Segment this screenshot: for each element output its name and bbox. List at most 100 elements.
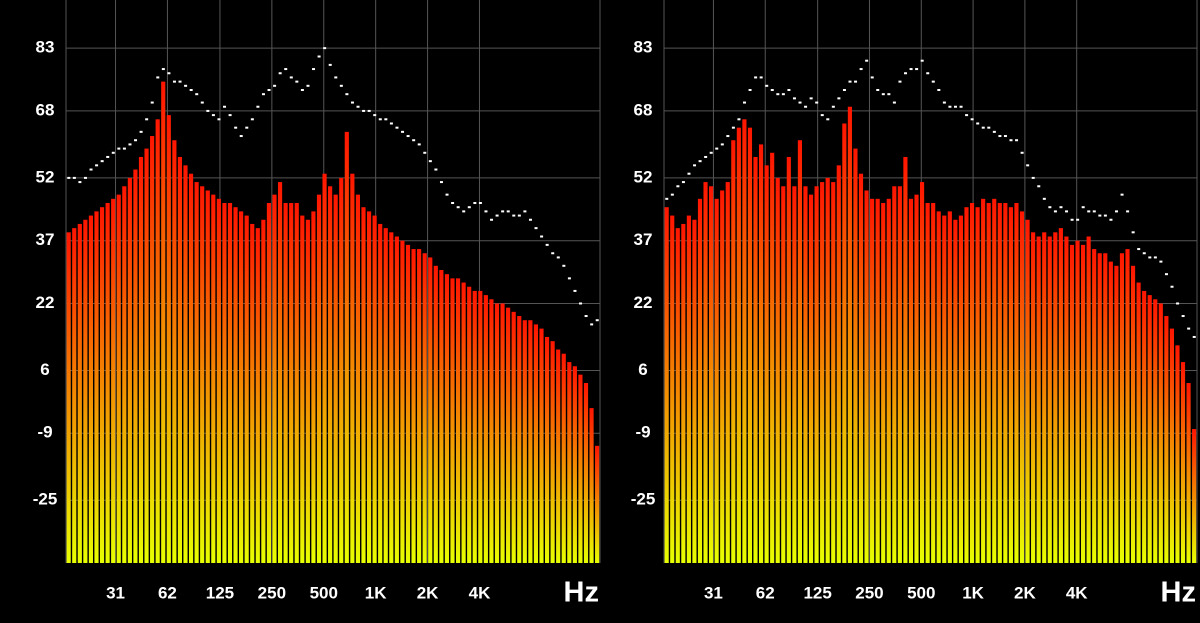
peak-dot xyxy=(584,315,588,318)
peak-dot xyxy=(1092,210,1096,213)
peak-dot xyxy=(1103,214,1107,217)
peak-dot xyxy=(256,105,260,108)
bar xyxy=(831,182,836,563)
bar xyxy=(1125,249,1130,563)
peak-dot xyxy=(495,214,499,217)
x-axis-unit: Hz xyxy=(1161,577,1196,609)
peak-dot xyxy=(439,181,443,184)
peak-dot xyxy=(312,68,316,71)
bar xyxy=(1036,236,1041,563)
bar xyxy=(981,198,986,564)
bar xyxy=(892,186,897,564)
peak-dot xyxy=(754,76,758,79)
peak-dot xyxy=(501,210,505,213)
bar xyxy=(216,198,221,564)
bar xyxy=(188,173,194,564)
bar xyxy=(1031,232,1036,563)
peak-dot xyxy=(567,277,571,280)
peak-dot xyxy=(250,118,254,121)
bar xyxy=(820,182,825,563)
peak-dot xyxy=(698,160,702,163)
bar xyxy=(166,115,171,564)
peak-dot xyxy=(859,68,863,71)
bar xyxy=(1180,362,1186,563)
peak-dot xyxy=(384,118,388,121)
peak-dot xyxy=(245,126,249,129)
bar xyxy=(283,203,288,563)
peak-dot xyxy=(412,139,416,142)
bar xyxy=(1075,240,1080,563)
x-tick-label: 250 xyxy=(258,583,286,602)
bar xyxy=(450,278,455,563)
peak-dot xyxy=(992,130,996,133)
bar xyxy=(1081,244,1086,564)
bar xyxy=(703,182,708,563)
peak-dot xyxy=(139,130,143,133)
bar xyxy=(211,194,216,563)
bar xyxy=(764,165,769,563)
peak-dot xyxy=(122,147,126,150)
bar xyxy=(272,194,277,563)
peak-dot xyxy=(1153,256,1157,259)
bar xyxy=(389,232,394,563)
peak-dot xyxy=(676,185,680,188)
peak-dot xyxy=(528,218,532,221)
peak-dot xyxy=(765,84,769,87)
peak-dot xyxy=(1053,210,1057,213)
x-tick-label: 2K xyxy=(417,583,439,602)
peak-dot xyxy=(150,101,154,104)
bar xyxy=(277,182,283,563)
bar xyxy=(300,215,305,563)
peak-dot xyxy=(462,210,466,213)
peak-dot xyxy=(356,105,360,108)
bar xyxy=(964,207,969,563)
bar xyxy=(567,362,572,563)
peak-dot xyxy=(178,80,182,83)
bar xyxy=(1053,232,1058,563)
bar xyxy=(77,223,82,563)
peak-dot xyxy=(915,68,919,71)
peak-dot xyxy=(1026,164,1030,167)
bar xyxy=(886,198,891,564)
peak-dot xyxy=(826,118,830,121)
bar xyxy=(544,336,550,563)
bar xyxy=(797,140,803,564)
peak-dot xyxy=(970,118,974,121)
bar xyxy=(239,211,244,564)
bar xyxy=(455,278,461,563)
peak-dot xyxy=(1126,210,1130,213)
peak-dot xyxy=(1109,218,1113,221)
peak-dot xyxy=(1042,197,1046,200)
bar xyxy=(111,198,116,564)
peak-dot xyxy=(887,93,891,96)
bar xyxy=(550,341,555,563)
peak-dot xyxy=(804,105,808,108)
bar xyxy=(803,186,808,564)
peak-dot xyxy=(904,72,908,75)
bar xyxy=(1114,265,1119,563)
peak-dot xyxy=(909,68,913,71)
peak-dot xyxy=(959,105,963,108)
peak-dot xyxy=(748,88,752,91)
bar xyxy=(116,194,121,563)
bar xyxy=(328,186,333,564)
peak-dot xyxy=(953,105,957,108)
peak-dot xyxy=(981,126,985,129)
bar xyxy=(1108,261,1113,563)
peak-dot xyxy=(1020,151,1024,154)
bar xyxy=(697,198,703,564)
bar xyxy=(1064,236,1069,563)
bar xyxy=(903,156,908,563)
bar xyxy=(578,374,583,563)
bar xyxy=(1097,253,1102,563)
x-tick-label: 62 xyxy=(158,583,177,602)
peak-dot xyxy=(1164,273,1168,276)
x-axis-unit: Hz xyxy=(564,577,599,609)
peak-dot xyxy=(506,210,510,213)
peak-dot xyxy=(920,59,924,62)
bar xyxy=(194,182,199,563)
peak-dot xyxy=(273,84,277,87)
bar xyxy=(670,215,675,563)
peak-dot xyxy=(590,323,594,326)
